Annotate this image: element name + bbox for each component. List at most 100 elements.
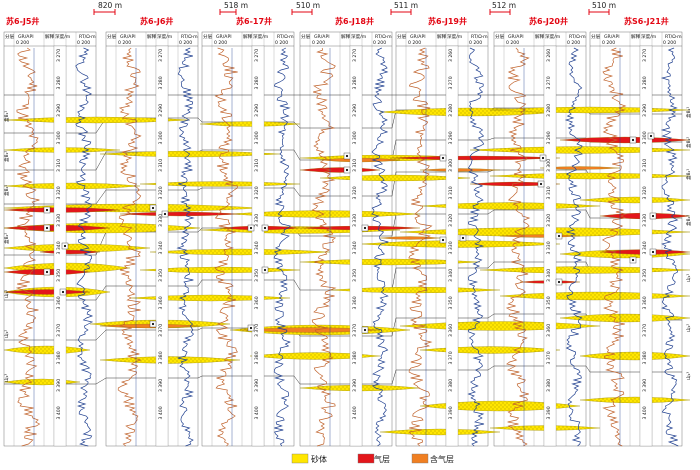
marker-dot	[363, 328, 367, 332]
track-header: RT/Ω·m	[181, 34, 198, 40]
depth-label: 3 360	[448, 324, 454, 337]
marker-dot	[557, 280, 561, 284]
track-header: GR/API	[120, 34, 136, 40]
depth-label: 3 290	[546, 131, 552, 144]
depth-label: 3 380	[546, 379, 552, 392]
well-name: 苏6-J5井	[6, 16, 39, 26]
track-header: 深度/m	[351, 33, 367, 40]
legend-gasbearing-label: 含气层	[430, 454, 454, 464]
gr-scale: 0 200	[118, 40, 131, 46]
legend: 砂体 气层 含气层	[291, 453, 454, 464]
zone-label: 盒8₂¹	[3, 185, 10, 196]
depth-label: 3 350	[352, 269, 358, 282]
gr-scale: 0 200	[214, 40, 227, 46]
marker-dot	[263, 268, 267, 272]
depth-label: 3 270	[352, 49, 358, 62]
rt-scale: 0 200	[275, 40, 288, 46]
depth-label: 3 290	[448, 131, 454, 144]
zone-label: 盒8₁²	[3, 151, 10, 162]
gr-scale: 0 200	[312, 40, 325, 46]
depth-label: 3 310	[448, 186, 454, 199]
track-header: 解释	[437, 33, 447, 40]
track-header: 解释	[535, 33, 545, 40]
rt-curve	[273, 47, 292, 447]
rt-curve	[564, 47, 583, 447]
legend-gas-swatch	[357, 453, 375, 464]
depth-label: 3 300	[352, 131, 358, 144]
depth-label: 3 360	[254, 296, 260, 309]
gr-scale: 0 200	[16, 40, 29, 46]
depth-label: 3 390	[158, 379, 164, 392]
depth-label: 3 400	[642, 406, 648, 419]
depth-column	[251, 45, 265, 447]
depth-label: 3 400	[56, 406, 62, 419]
depth-label: 3 360	[56, 296, 62, 309]
marker-dot	[249, 226, 253, 230]
track-header: RT/Ω·m	[569, 34, 586, 40]
rt-curve	[660, 47, 679, 447]
depth-label: 3 310	[642, 159, 648, 172]
depth-label: 3 270	[158, 49, 164, 62]
marker-dot	[631, 258, 635, 262]
marker-dot	[441, 156, 445, 160]
depth-label: 3 350	[254, 269, 260, 282]
depth-label: 3 320	[254, 186, 260, 199]
depth-label: 3 300	[448, 159, 454, 172]
rt-scale: 0 200	[373, 40, 386, 46]
depth-label: 3 370	[56, 324, 62, 337]
depth-label: 3 370	[352, 324, 358, 337]
depth-column	[543, 45, 557, 447]
zone-label: 盒8₂²	[3, 233, 10, 244]
well-name: 苏6-J18井	[335, 16, 374, 26]
sand-body	[559, 313, 691, 323]
track-header: RT/Ω·m	[471, 34, 488, 40]
track-header: 深度/m	[253, 33, 269, 40]
sand-body	[359, 240, 561, 248]
zone-label: 盒8₁¹	[685, 107, 692, 118]
depth-label: 3 350	[546, 296, 552, 309]
track-header: 分层	[397, 33, 407, 40]
depth-label: 3 260	[546, 49, 552, 62]
zone-label: 山₁²	[3, 330, 10, 338]
depth-label: 3 340	[448, 269, 454, 282]
spacing-label: 510 m	[592, 1, 616, 10]
depth-label: 3 310	[352, 159, 358, 172]
depth-label: 3 300	[56, 131, 62, 144]
depth-label: 3 280	[352, 76, 358, 89]
gas-layer	[559, 136, 691, 144]
depth-label: 3 270	[56, 49, 62, 62]
depth-label: 3 360	[546, 324, 552, 337]
depth-label: 3 320	[56, 186, 62, 199]
marker-dot	[363, 226, 367, 230]
depth-label: 3 300	[158, 131, 164, 144]
marker-dot	[651, 250, 655, 254]
well-track-frame	[201, 31, 295, 447]
sand-body	[399, 321, 601, 331]
depth-label: 3 350	[448, 296, 454, 309]
depth-label: 3 380	[158, 351, 164, 364]
depth-label: 3 270	[642, 49, 648, 62]
track-header: 分层	[5, 33, 15, 40]
well-name: 苏6-J19井	[428, 16, 467, 26]
depth-label: 3 390	[642, 379, 648, 392]
marker-dot	[151, 206, 155, 210]
depth-label: 3 340	[254, 241, 260, 254]
marker-dot	[45, 270, 49, 274]
track-header: RT/Ω·m	[79, 34, 96, 40]
well-track-frame	[493, 31, 587, 447]
depth-label: 3 400	[158, 406, 164, 419]
marker-dot	[649, 134, 653, 138]
depth-label: 3 280	[448, 104, 454, 117]
gas-layer	[469, 181, 561, 187]
depth-label: 3 330	[254, 214, 260, 227]
depth-label: 3 290	[158, 104, 164, 117]
depth-label: 3 330	[56, 214, 62, 227]
depth-label: 3 370	[254, 324, 260, 337]
well-name: 苏S6-J21井	[624, 16, 669, 26]
marker-dot	[163, 212, 167, 216]
zone-label: 山₁²	[685, 324, 692, 332]
depth-label: 3 340	[642, 241, 648, 254]
depth-label: 3 270	[448, 76, 454, 89]
depth-label: 3 340	[158, 241, 164, 254]
legend-sand-label: 砂体	[311, 454, 327, 464]
